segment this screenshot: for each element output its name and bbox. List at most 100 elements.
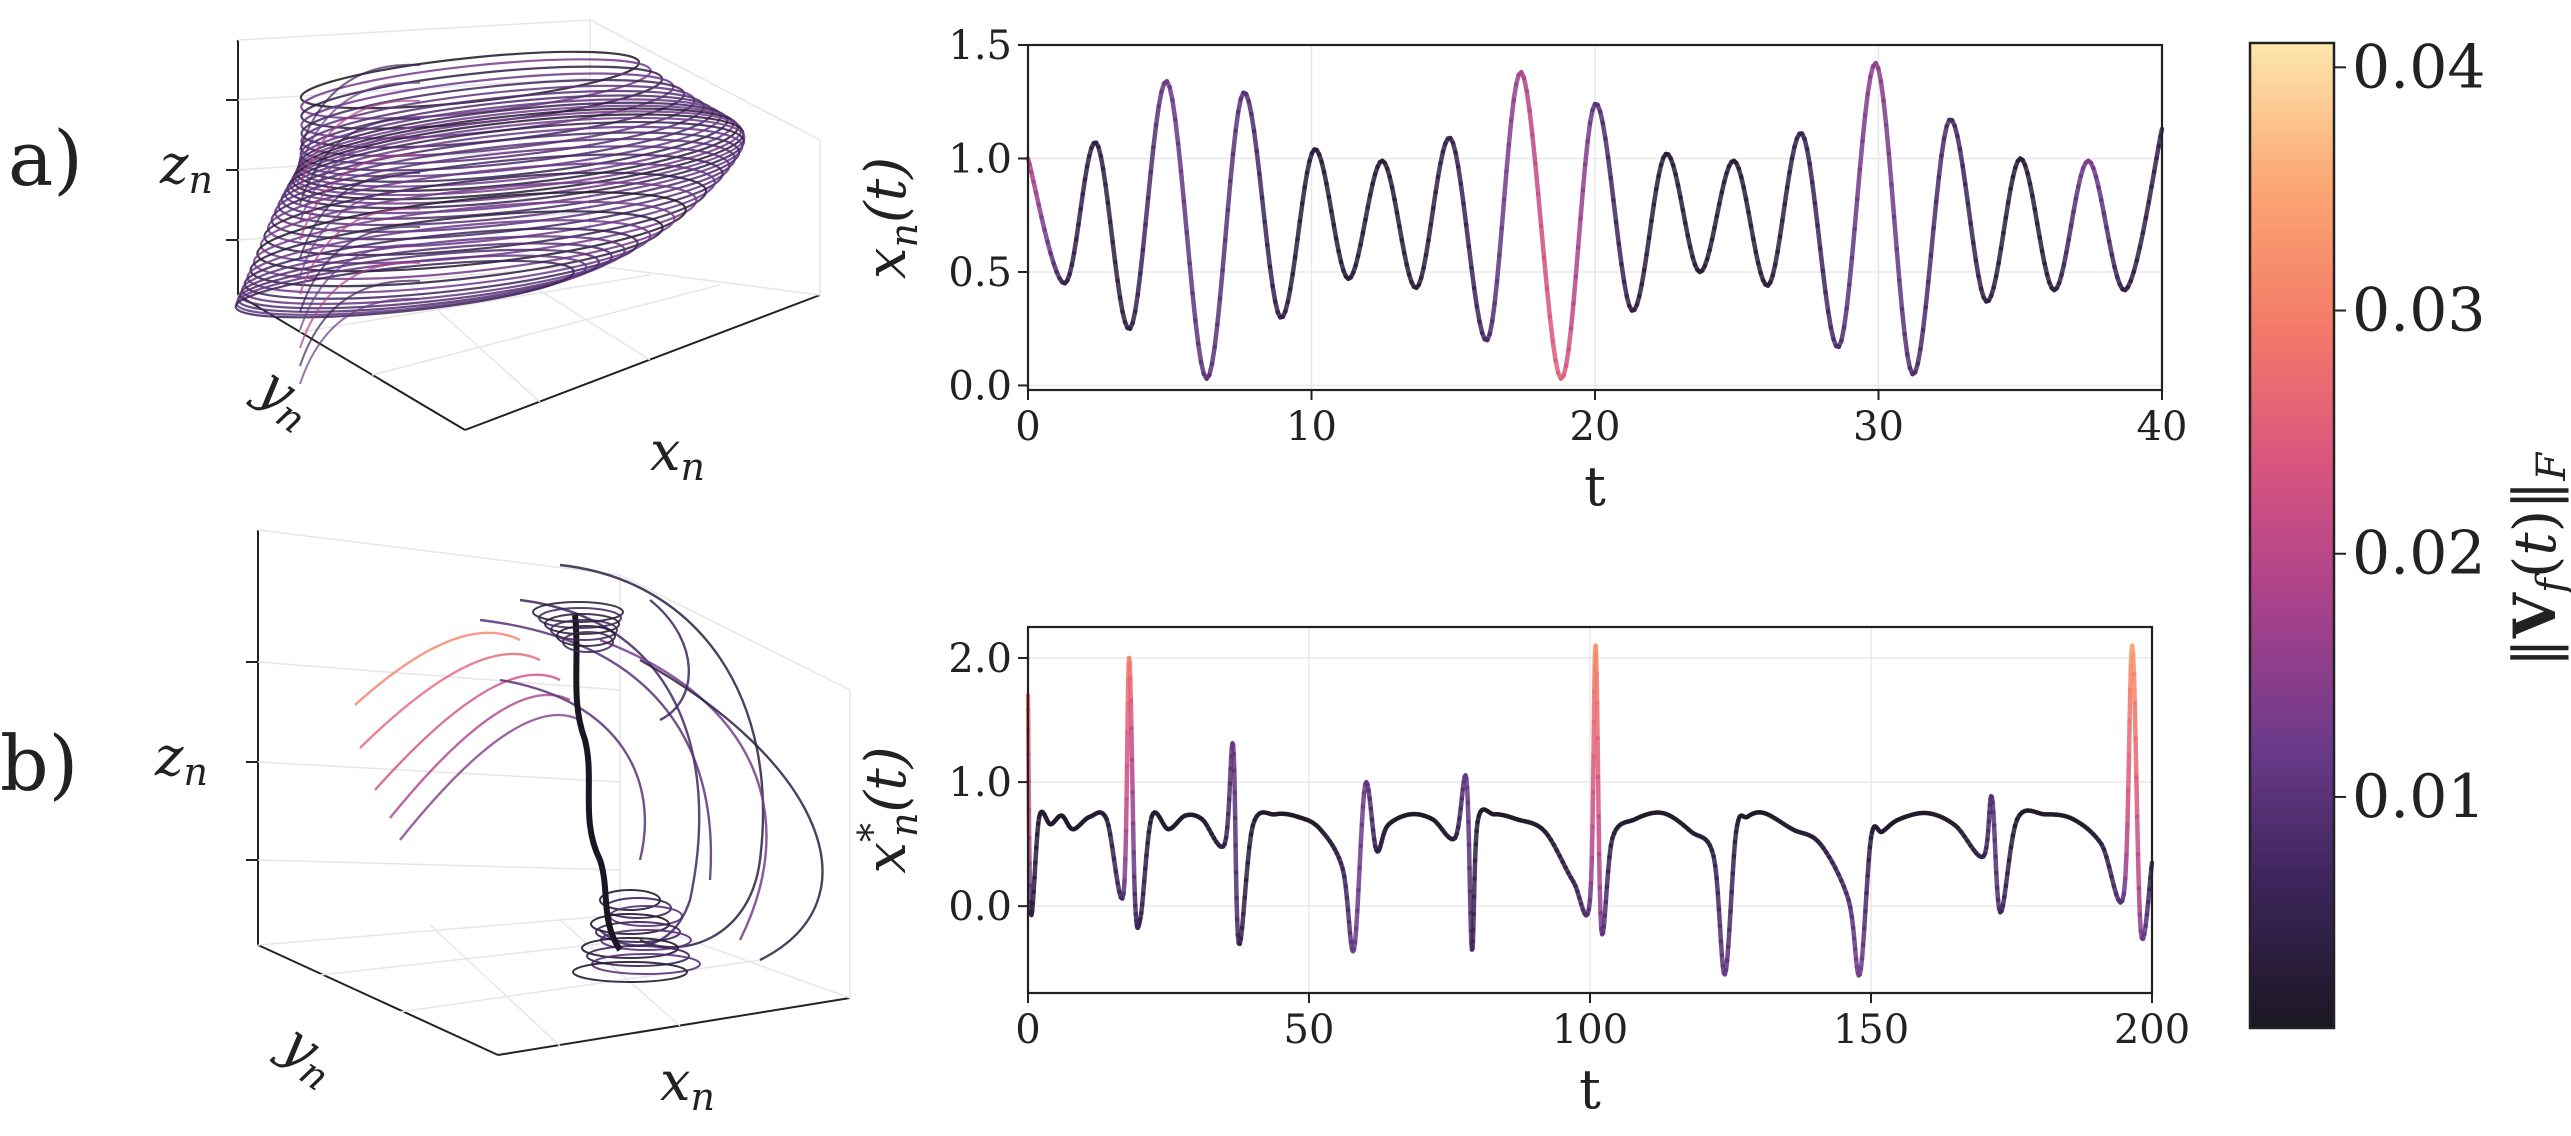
series-segment bbox=[2001, 215, 2009, 236]
series-segment bbox=[1544, 286, 1553, 319]
series-segment bbox=[1187, 261, 1195, 296]
x-tick-label: 100 bbox=[1552, 1007, 1628, 1053]
series-segment bbox=[2137, 912, 2144, 934]
series-segment bbox=[2131, 671, 2138, 706]
series-segment bbox=[1731, 839, 1738, 859]
series-segment bbox=[1148, 144, 1156, 175]
series-segment bbox=[1878, 79, 1886, 103]
trajectory-loop bbox=[586, 945, 690, 967]
series-segment bbox=[1499, 197, 1507, 231]
series-segment bbox=[1117, 295, 1125, 314]
series-segment bbox=[1127, 661, 1133, 681]
series-segment bbox=[1957, 147, 1965, 169]
series-segment bbox=[1597, 884, 1603, 916]
series-segment bbox=[1353, 908, 1360, 931]
series-segment bbox=[1474, 304, 1482, 324]
series-segment bbox=[1489, 301, 1497, 324]
series-segment bbox=[1724, 944, 1731, 963]
series-segment bbox=[1492, 278, 1500, 306]
series-segment bbox=[2123, 852, 2129, 881]
series-segment bbox=[1852, 196, 1860, 232]
series-segment bbox=[1582, 139, 1590, 167]
series-segment bbox=[1619, 261, 1627, 284]
series-segment bbox=[2101, 211, 2109, 230]
trajectory-arc bbox=[499, 678, 647, 861]
colorbar-tick-label: 0.04 bbox=[2352, 32, 2486, 102]
series-segment bbox=[1461, 201, 1469, 227]
series-segment bbox=[1209, 344, 1217, 367]
series-segment bbox=[2137, 230, 2146, 250]
series-segment bbox=[1578, 188, 1586, 221]
series-segment bbox=[1595, 774, 1601, 819]
series-segment bbox=[1960, 163, 1968, 187]
series-segment bbox=[1641, 252, 1649, 273]
series-segment bbox=[1426, 222, 1434, 243]
series-segment bbox=[1971, 240, 1979, 263]
series-segment bbox=[1471, 285, 1480, 309]
axis3d-ticks-b bbox=[246, 661, 258, 861]
trajectory-loop bbox=[595, 921, 681, 943]
series-segment bbox=[1074, 222, 1081, 242]
series-segment bbox=[2037, 235, 2045, 254]
series-segment bbox=[2134, 774, 2140, 819]
series-segment bbox=[1181, 198, 1190, 235]
series-segment bbox=[1249, 111, 1257, 134]
series-segment bbox=[1123, 828, 1129, 862]
series-segment bbox=[2136, 885, 2143, 917]
series-segment bbox=[2126, 718, 2132, 758]
trajectory-arc bbox=[299, 297, 421, 385]
trajectory-arc-warm bbox=[374, 673, 561, 791]
y-tick-label: 1.0 bbox=[948, 136, 1012, 182]
series-segment bbox=[1287, 271, 1295, 292]
series-segment bbox=[1718, 939, 1725, 958]
series-segment bbox=[1639, 267, 1647, 287]
series-segment bbox=[1151, 122, 1159, 150]
series-segment bbox=[1889, 182, 1897, 220]
series-segment bbox=[1394, 210, 1402, 229]
series-segment bbox=[1598, 910, 1604, 931]
series-segment bbox=[1331, 222, 1339, 241]
series-segment bbox=[1170, 98, 1178, 122]
series-segment bbox=[1251, 128, 1259, 154]
series-segment bbox=[1300, 184, 1307, 206]
trajectory-arc bbox=[649, 599, 691, 722]
axis-label-x-b: xn bbox=[660, 1050, 715, 1119]
series-segment bbox=[1863, 890, 1869, 914]
trajectory-arc-warm bbox=[359, 652, 541, 749]
series-segment bbox=[1527, 108, 1535, 138]
trajectory-arc bbox=[299, 243, 421, 331]
series-segment bbox=[1533, 160, 1541, 197]
colorbar: 0.04 0.03 0.02 0.01 ‖Vf(t)‖F bbox=[2248, 32, 2571, 1030]
series-segment bbox=[1992, 838, 1998, 860]
series-segment bbox=[1217, 267, 1225, 301]
series-segment bbox=[2121, 876, 2128, 896]
trajectory-arc bbox=[639, 658, 824, 962]
series-segment bbox=[1128, 698, 1134, 731]
series-segment bbox=[1881, 98, 1889, 128]
series-segment bbox=[1996, 246, 2004, 266]
series-segment bbox=[1466, 819, 1472, 847]
trajectory-arc bbox=[299, 117, 421, 205]
series-segment bbox=[1923, 279, 1931, 310]
series-segment bbox=[2132, 700, 2138, 741]
series-segment bbox=[1963, 182, 1971, 206]
series-segment bbox=[1145, 169, 1154, 201]
series-segment bbox=[1547, 314, 1555, 344]
x-tick-label: 40 bbox=[2137, 404, 2188, 450]
series-segment bbox=[1178, 168, 1187, 204]
series-segment bbox=[1728, 889, 1734, 914]
trajectory-loop bbox=[581, 937, 679, 959]
series-segment bbox=[1936, 153, 1944, 180]
series-segment bbox=[1193, 318, 1201, 346]
series-segment bbox=[1464, 785, 1471, 805]
series-segment bbox=[1862, 908, 1868, 931]
series-segment bbox=[1123, 796, 1129, 834]
x-tick-label: 20 bbox=[1570, 404, 1621, 450]
series-segment bbox=[1991, 823, 1998, 843]
series-segment bbox=[1857, 138, 1865, 172]
trajectory-arc bbox=[299, 63, 421, 151]
series-segment bbox=[1897, 278, 1905, 312]
trajectory-loop bbox=[572, 961, 688, 983]
colorbar-gradient bbox=[2248, 41, 2336, 1030]
series-segment bbox=[2140, 215, 2149, 236]
